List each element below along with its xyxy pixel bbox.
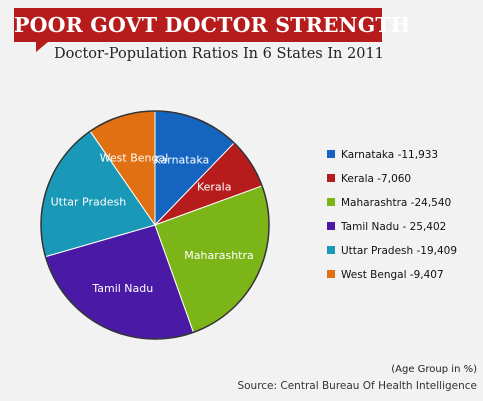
pie-outline: [40, 110, 270, 340]
legend-swatch-karnataka: [327, 150, 335, 158]
legend-swatch-maharashtra: [327, 198, 335, 206]
legend-label-kerala: Kerala -7,060: [341, 173, 411, 185]
legend-label-maharashtra: Maharashtra -24,540: [341, 197, 451, 209]
slice-label-uttar-pradesh: Uttar Pradesh: [51, 195, 127, 208]
legend-label-karnataka: Karnataka -11,933: [341, 149, 438, 161]
chart-subtitle: Doctor-Population Ratios In 6 States In …: [54, 46, 384, 62]
pie-slice-labels: Karnataka Kerala Maharashtra Tamil Nadu Utta…: [51, 152, 254, 295]
title-banner: [14, 8, 382, 42]
note-text: (Age Group in %): [391, 364, 477, 375]
legend: Karnataka -11,933 Kerala -7,060 Maharashtr…: [327, 149, 457, 281]
slice-label-tamil-nadu: Tamil Nadu: [91, 282, 153, 295]
legend-swatch-west-bengal: [327, 270, 335, 278]
banner-tail: [36, 42, 48, 52]
chart-title: POOR GOVT DOCTOR STRENGTH: [14, 13, 411, 37]
legend-label-west-bengal: West Bengal -9,407: [341, 269, 444, 281]
slice-label-karnataka: Karnataka: [154, 154, 210, 167]
legend-swatch-tamil-nadu: [327, 222, 335, 230]
slice-label-west-bengal: West Bengal: [100, 152, 169, 165]
legend-swatch-kerala: [327, 174, 335, 182]
legend-label-tamil-nadu: Tamil Nadu - 25,402: [340, 221, 446, 233]
legend-label-uttar-pradesh: Uttar Pradesh -19,409: [341, 245, 457, 257]
legend-swatch-uttar-pradesh: [327, 246, 335, 254]
slice-label-kerala: Kerala: [197, 181, 232, 194]
pie-slices: [40, 110, 270, 340]
source-text: Source: Central Bureau Of Health Intelli…: [237, 380, 477, 392]
slice-label-maharashtra: Maharashtra: [184, 249, 254, 262]
